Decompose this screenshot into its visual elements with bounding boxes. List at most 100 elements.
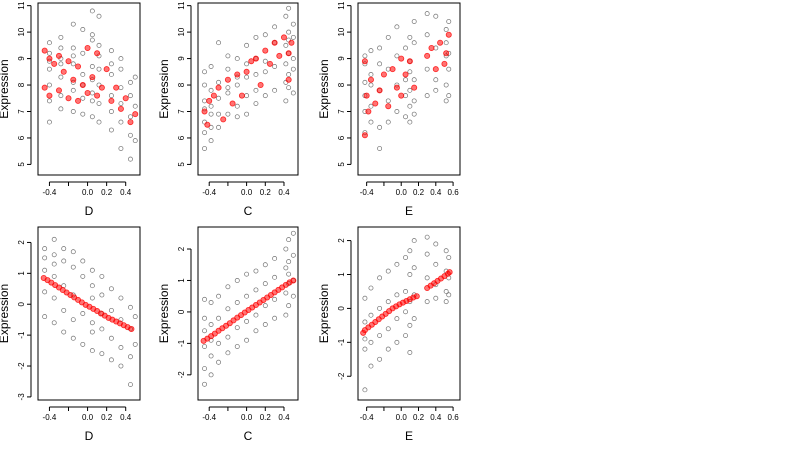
data-point [244, 111, 250, 117]
data-point [377, 305, 383, 311]
fitted-point [432, 66, 439, 73]
x-tick-label: 0.4 [120, 413, 132, 422]
data-point [118, 345, 124, 350]
data-point [385, 268, 391, 274]
data-point [132, 103, 138, 109]
y-tick-label: 10 [177, 27, 186, 36]
data-point [70, 53, 76, 59]
data-point [80, 95, 86, 101]
data-point [80, 27, 86, 32]
fitted-point [266, 60, 273, 67]
plot-frame [357, 2, 461, 176]
fitted-point [262, 47, 269, 54]
data-point [58, 106, 64, 112]
data-point [51, 320, 57, 326]
data-point [208, 64, 214, 69]
data-point [283, 61, 289, 67]
data-point [394, 24, 400, 30]
data-point [394, 292, 400, 298]
data-point [108, 48, 114, 54]
data-point [61, 329, 67, 335]
data-point [407, 69, 413, 75]
data-point [46, 98, 52, 104]
data-point [446, 19, 452, 24]
x-tick-label: 0.6 [448, 413, 460, 422]
data-point [234, 82, 240, 88]
data-point [385, 34, 391, 40]
data-point [58, 93, 64, 99]
fitted-point [365, 108, 372, 115]
data-point [283, 265, 289, 271]
x-tick-label: 0.2 [413, 188, 425, 197]
fitted-point [229, 100, 236, 107]
data-point [108, 109, 114, 114]
data-point [70, 335, 76, 341]
fitted-point [204, 121, 211, 128]
data-point [262, 322, 268, 327]
data-point [225, 334, 231, 340]
data-point [368, 285, 374, 291]
data-point [394, 316, 400, 322]
y-axis-title: Expression [0, 284, 11, 343]
data-point [89, 32, 95, 38]
data-point [244, 337, 250, 343]
fitted-point [201, 108, 208, 115]
data-point [290, 56, 296, 62]
data-point [424, 32, 430, 38]
data-point [80, 311, 86, 316]
y-tick-label: 8 [177, 82, 186, 87]
data-point [128, 93, 133, 99]
data-point [407, 119, 413, 125]
data-point [108, 286, 114, 292]
data-point [208, 322, 214, 327]
data-point [272, 315, 278, 321]
chart-panel: -0.4 0.0 0.2 0.4 0.6 -2 -1 0 1 2 E Expression [317, 226, 461, 443]
fitted-point [132, 111, 139, 118]
data-point [70, 109, 76, 114]
y-tick-label: 2 [337, 238, 346, 243]
data-point [118, 295, 124, 301]
data-point [433, 241, 439, 247]
data-point [225, 53, 231, 59]
x-tick-label: 0.4 [120, 188, 132, 197]
fitted-point [446, 269, 453, 276]
data-point [262, 303, 268, 309]
data-point [283, 42, 289, 48]
data-point [385, 98, 391, 104]
data-point [234, 103, 240, 109]
data-point [70, 264, 76, 270]
data-point [80, 341, 86, 347]
y-axis-title: Expression [157, 284, 171, 343]
data-point [290, 90, 296, 96]
x-axis-title: D [85, 429, 94, 443]
fitted-point [46, 55, 53, 62]
y-tick-label: 7 [17, 109, 26, 114]
data-point [51, 261, 57, 267]
data-point [244, 293, 250, 299]
data-point [272, 64, 278, 69]
data-point [132, 314, 138, 320]
data-point [272, 87, 278, 93]
y-tick-label: 6 [17, 135, 26, 140]
data-point [407, 87, 413, 93]
data-point [368, 48, 374, 54]
data-point [262, 262, 268, 268]
data-point [46, 66, 52, 72]
data-point [89, 348, 95, 354]
data-point [46, 40, 52, 46]
data-point [244, 318, 250, 324]
data-point [443, 248, 449, 254]
data-point [424, 251, 430, 257]
data-point [70, 21, 76, 27]
data-point [424, 234, 430, 240]
data-point [89, 8, 95, 14]
fitted-point [79, 82, 86, 89]
data-point [244, 61, 250, 67]
data-point [202, 82, 207, 88]
data-point [411, 40, 417, 46]
data-point [286, 5, 292, 11]
fitted-point [372, 100, 379, 107]
data-point [368, 339, 374, 345]
